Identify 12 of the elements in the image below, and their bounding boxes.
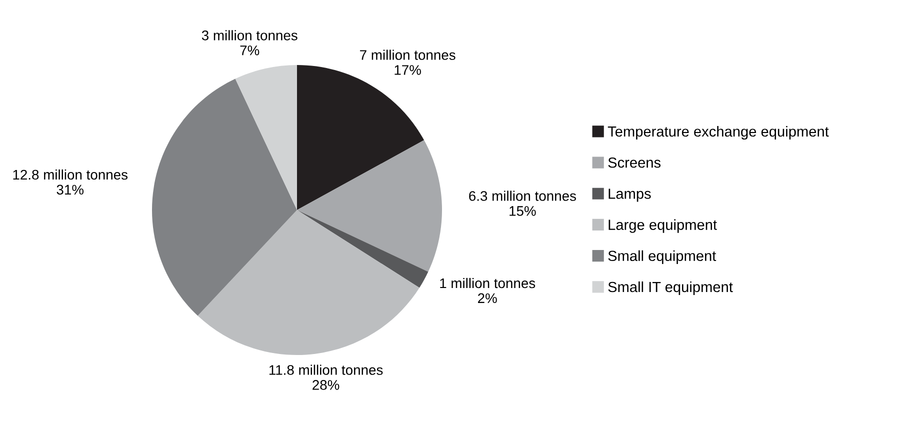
data-label: 3 million tonnes 7% — [202, 30, 298, 56]
data-label: 7 million tonnes 17% — [360, 50, 456, 75]
legend-label: Large equipment — [608, 219, 717, 233]
legend-label: Lamps — [608, 188, 651, 202]
data-label: 12.8 million tonnes 31% — [13, 169, 128, 195]
data-label: 11.8 million tonnes 28% — [269, 364, 383, 390]
legend-label: Small IT equipment — [608, 281, 733, 296]
data-label: 1 million tonnes 2% — [440, 278, 536, 304]
legend-label: Screens — [608, 157, 661, 168]
legend-label: Small equipment — [608, 250, 716, 264]
data-label: 6.3 million tonnes 15% — [469, 190, 576, 216]
legend-label: Temperature exchange equipment — [608, 126, 829, 140]
